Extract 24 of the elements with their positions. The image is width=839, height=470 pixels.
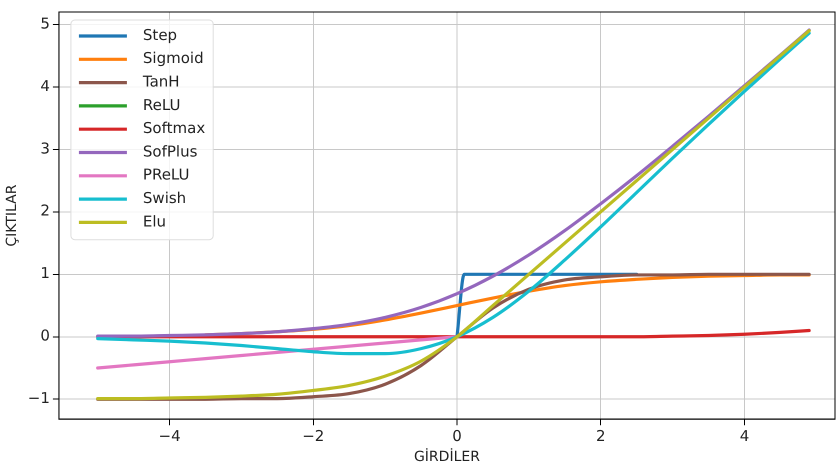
x-axis-title: GİRDİLER — [414, 448, 480, 466]
line-series — [96, 335, 459, 370]
x-tick-label: −4 — [158, 427, 181, 446]
legend-label: SofPlus — [142, 142, 198, 160]
x-tick-label: 2 — [596, 427, 606, 446]
legend-label: ReLU — [142, 96, 180, 114]
legend-label: TanH — [142, 72, 180, 90]
x-tick-label: 0 — [452, 427, 462, 446]
legend-label: Softmax — [142, 119, 206, 138]
legend-label: Step — [142, 26, 178, 44]
legend-label: Sigmoid — [142, 49, 204, 68]
legend-label: PReLU — [142, 166, 190, 184]
y-tick-label: 2 — [40, 202, 50, 220]
y-tick-label: 4 — [40, 76, 50, 95]
x-tick-label: 4 — [740, 427, 750, 446]
legend-label: Elu — [142, 212, 166, 230]
legend-label: Swish — [142, 188, 186, 207]
x-tick-label: −2 — [302, 427, 324, 446]
y-tick-label: 1 — [40, 264, 50, 282]
y-axis-title: ÇIKTILAR — [4, 184, 20, 247]
y-tick-label: −1 — [28, 389, 50, 408]
y-tick-label: 3 — [40, 139, 50, 158]
y-tick-label: 5 — [40, 14, 50, 32]
y-tick-label: 0 — [40, 326, 50, 345]
